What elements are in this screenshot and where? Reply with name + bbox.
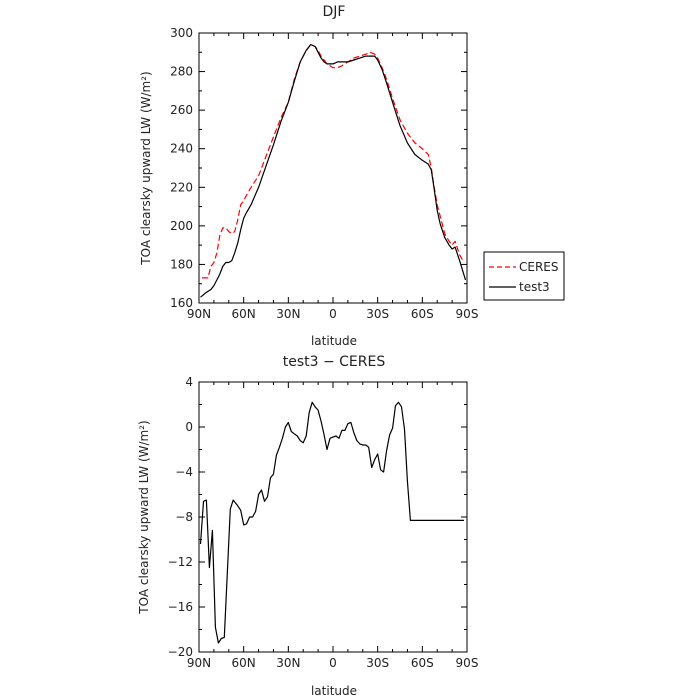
- top-x-tick-label: 0: [329, 307, 337, 321]
- bottom-x-axis-label: latitude: [311, 684, 357, 698]
- top-chart-title: DJF: [323, 4, 346, 20]
- bottom-x-tick-label: 60N: [232, 656, 256, 670]
- bottom-axes-ticks: 90N 60N 30N 0 30S 60S 90S −20 −16 −12 −8 −4 0 4: [168, 375, 479, 670]
- bottom-x-tick-label: 30N: [276, 656, 300, 670]
- legend-label-test3: test3: [519, 280, 550, 294]
- top-x-tick-label: 60S: [411, 307, 434, 321]
- bottom-panel: test3 − CERES 90N 60N 30N 0 30S 60S 90S −20 −16 −…: [137, 354, 478, 698]
- top-y-tick-label: 200: [170, 219, 193, 233]
- top-y-tick-label: 260: [170, 103, 193, 117]
- bottom-y-tick-label: 4: [185, 375, 193, 389]
- top-series-line-ceres: [202, 43, 465, 279]
- bottom-x-tick-label: 90N: [187, 656, 211, 670]
- legend-label-ceres: CERES: [519, 260, 559, 274]
- top-y-tick-label: 240: [170, 142, 193, 156]
- bottom-y-tick-label: −12: [168, 555, 193, 569]
- top-x-tick-label: 60N: [232, 307, 256, 321]
- bottom-x-tick-label: 30S: [366, 656, 389, 670]
- top-x-tick-label: 90S: [456, 307, 479, 321]
- top-x-tick-label: 30S: [366, 307, 389, 321]
- top-series-group: [200, 43, 467, 298]
- top-plot-frame: [198, 32, 468, 304]
- top-x-axis-label: latitude: [311, 334, 357, 348]
- bottom-y-axis-label: TOA clearsky upward LW (W/m²): [137, 420, 151, 614]
- top-y-tick-label: 300: [170, 26, 193, 40]
- bottom-y-tick-label: 0: [185, 420, 193, 434]
- bottom-series-line-diff: [199, 401, 464, 644]
- bottom-x-tick-label: 0: [329, 656, 337, 670]
- legend: CERES test3: [483, 251, 565, 301]
- bottom-series-group: [199, 401, 464, 644]
- top-y-tick-label: 280: [170, 65, 193, 79]
- bottom-y-tick-label: −20: [168, 645, 193, 659]
- top-panel: DJF 90N 60N 30N 0 30S 60S 90S 160 180 200 220 240 26…: [139, 4, 565, 348]
- top-x-tick-label: 30N: [276, 307, 300, 321]
- bottom-x-tick-label: 90S: [456, 656, 479, 670]
- bottom-y-tick-label: −16: [168, 600, 193, 614]
- bottom-y-tick-label: −4: [175, 465, 193, 479]
- top-y-tick-label: 160: [170, 296, 193, 310]
- top-y-tick-label: 180: [170, 257, 193, 271]
- legend-box: [483, 251, 565, 301]
- top-y-tick-label: 220: [170, 180, 193, 194]
- top-y-axis-label: TOA clearsky upward LW (W/m²): [139, 71, 153, 265]
- bottom-y-tick-label: −8: [175, 510, 193, 524]
- bottom-plot-frame: [198, 381, 468, 653]
- top-x-tick-label: 90N: [187, 307, 211, 321]
- bottom-chart-title: test3 − CERES: [283, 354, 386, 370]
- bottom-x-tick-label: 60S: [411, 656, 434, 670]
- top-series-line-test3: [200, 43, 467, 298]
- top-axes-ticks: 90N 60N 30N 0 30S 60S 90S 160 180 200 220 240 260 280…: [170, 26, 478, 321]
